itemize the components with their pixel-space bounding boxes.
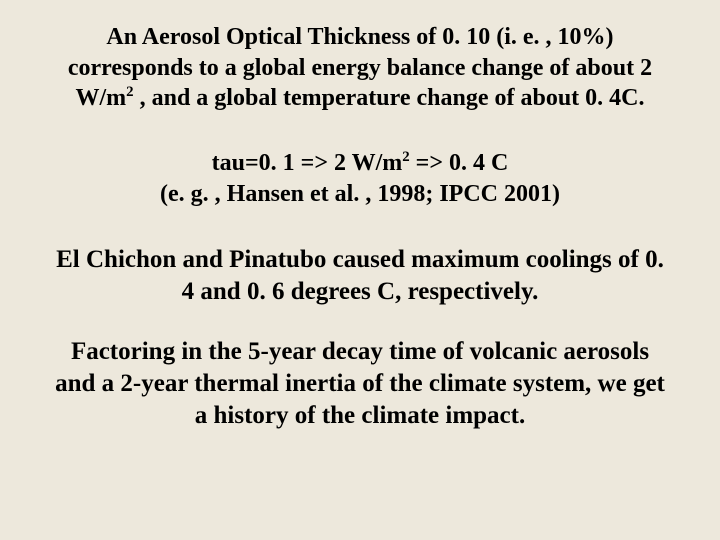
p2-text-a: tau=0. 1 => 2 W/m <box>212 150 403 176</box>
p1-superscript-1: 2 <box>126 84 133 100</box>
p2-superscript-1: 2 <box>402 149 409 165</box>
paragraph-1: An Aerosol Optical Thickness of 0. 10 (i… <box>48 22 672 114</box>
p2-text-b: => 0. 4 C <box>410 150 509 176</box>
p3-text: El Chichon and Pinatubo caused maximum c… <box>56 246 664 305</box>
paragraph-2: tau=0. 1 => 2 W/m2 => 0. 4 C (e. g. , Ha… <box>48 148 672 209</box>
p2-text-c: (e. g. , Hansen et al. , 1998; IPCC 2001… <box>160 181 560 207</box>
slide: An Aerosol Optical Thickness of 0. 10 (i… <box>0 0 720 540</box>
p4-text: Factoring in the 5-year decay time of vo… <box>55 338 665 429</box>
paragraph-3: El Chichon and Pinatubo caused maximum c… <box>48 244 672 308</box>
paragraph-4: Factoring in the 5-year decay time of vo… <box>48 336 672 432</box>
p1-text-b: , and a global temperature change of abo… <box>134 85 645 111</box>
